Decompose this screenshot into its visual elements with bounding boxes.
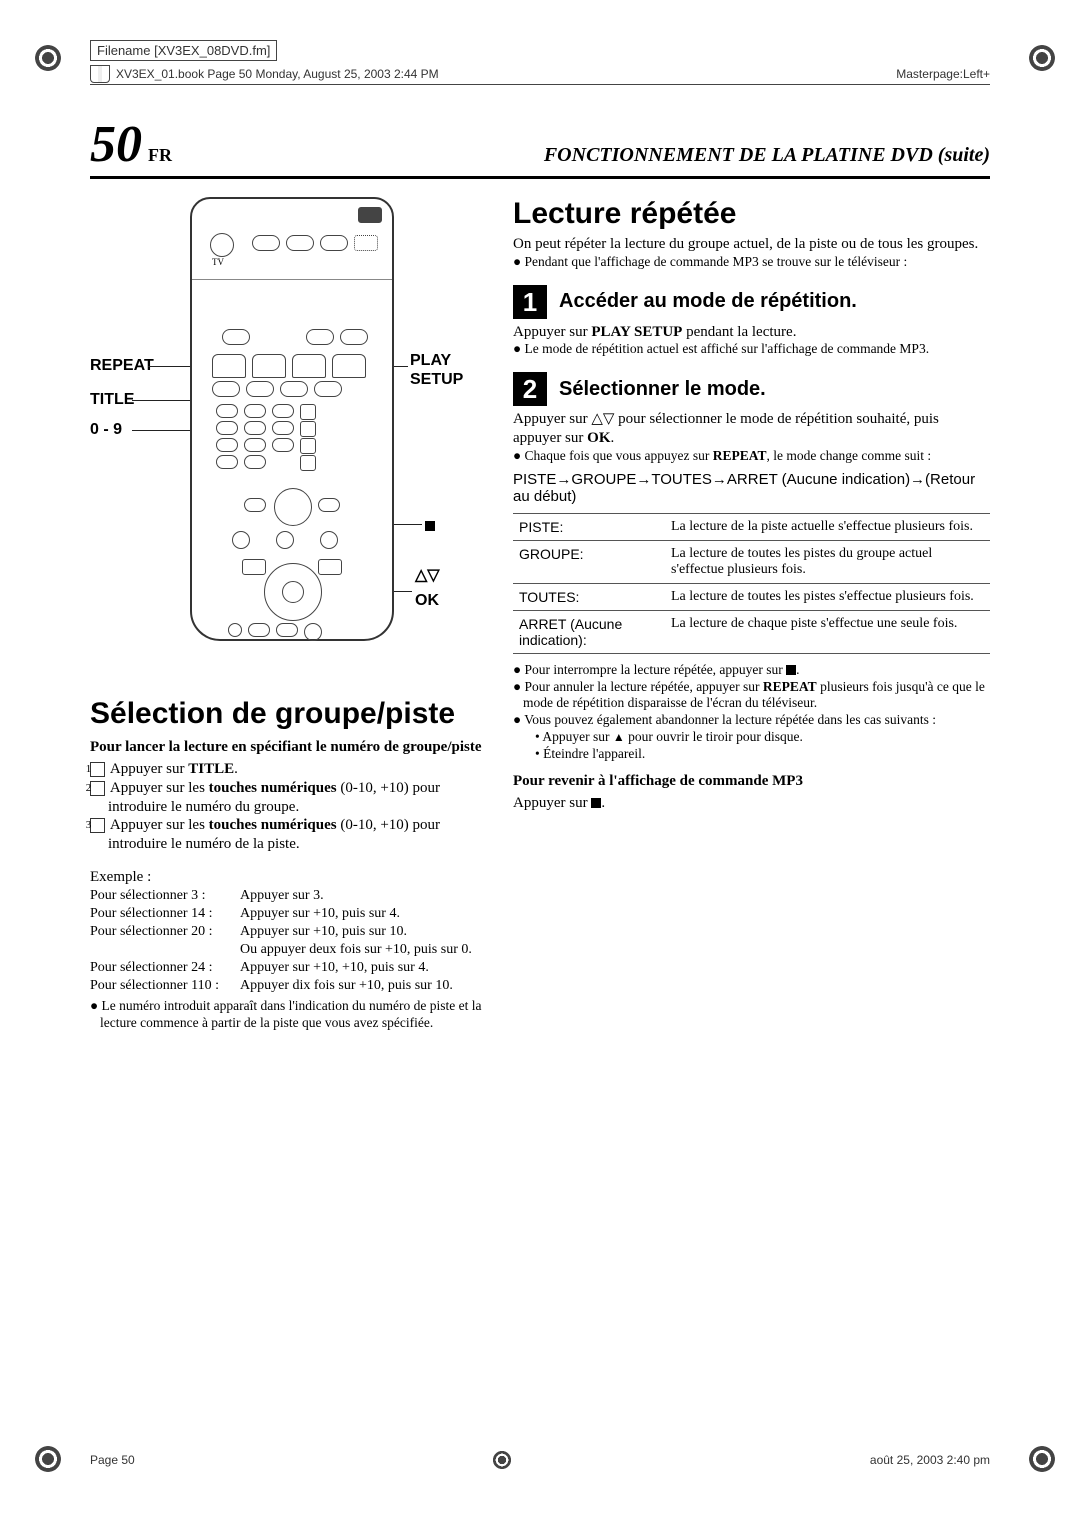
masterpage-label: Masterpage:Left+	[896, 67, 990, 81]
crop-mark-icon	[1029, 1446, 1055, 1478]
book-icon	[90, 65, 110, 83]
step-number-icon: 2	[513, 372, 547, 406]
table-row: GROUPE:La lecture de toutes les pistes d…	[513, 540, 990, 583]
return-heading: Pour revenir à l'affichage de commande M…	[513, 773, 990, 790]
example-row: Pour sélectionner 20 :Appuyer sur +10, p…	[90, 923, 495, 941]
crop-mark-icon	[35, 1446, 61, 1478]
book-info: XV3EX_01.book Page 50 Monday, August 25,…	[116, 67, 439, 81]
btn-icon	[212, 354, 246, 378]
crop-mark-icon	[35, 45, 61, 77]
label-arrows: △▽	[415, 565, 440, 585]
post-note-1: ● Pour interrompre la lecture répétée, a…	[513, 662, 990, 679]
label-nums: 0 - 9	[90, 421, 122, 439]
step-2: 2 Appuyer sur les touches numériques (0-…	[90, 779, 495, 817]
btn-icon	[276, 531, 294, 549]
right-heading: Lecture répétée	[513, 197, 990, 231]
example-row: Pour sélectionner 24 :Appuyer sur +10, +…	[90, 959, 495, 977]
btn-icon	[212, 381, 240, 397]
right-column: Lecture répétée On peut répéter la lectu…	[513, 197, 990, 1031]
step-2-title: Sélectionner le mode.	[559, 378, 766, 401]
table-row: PISTE:La lecture de la piste actuelle s'…	[513, 513, 990, 540]
example-row: Pour sélectionner 3 :Appuyer sur 3.	[90, 887, 495, 905]
label-ok: OK	[415, 592, 439, 610]
post-note-3b: • Éteindre l'appareil.	[513, 746, 990, 763]
btn-icon	[314, 381, 342, 397]
power-icon	[358, 207, 382, 228]
tv-button-icon	[210, 233, 234, 257]
btn-icon	[286, 235, 314, 251]
filename-box: Filename [XV3EX_08DVD.fm]	[90, 40, 277, 61]
btn-icon	[340, 329, 368, 345]
remote-outline: TV	[190, 197, 394, 641]
page-number: 50	[90, 115, 142, 174]
page-title-row: 50 FR FONCTIONNEMENT DE LA PLATINE DVD (…	[90, 115, 990, 179]
step-1: 1 Appuyer sur TITLE.	[90, 760, 495, 779]
step-3: 3 Appuyer sur les touches numériques (0-…	[90, 816, 495, 854]
btn-icon	[306, 329, 334, 345]
btn-icon	[252, 354, 286, 378]
btn-icon	[246, 381, 274, 397]
example-row: Ou appuyer deux fois sur +10, puis sur 0…	[90, 941, 495, 959]
label-setup: SETUP	[410, 371, 463, 389]
table-row: TOUTES:La lecture de toutes les pistes s…	[513, 583, 990, 610]
lang-code: FR	[148, 145, 172, 166]
left-column: REPEAT TITLE 0 - 9 PLAY SETUP △▽ OK	[90, 197, 495, 1031]
btn-icon	[280, 381, 308, 397]
label-stop	[425, 517, 435, 535]
post-note-3: ● Vous pouvez également abandonner la le…	[513, 712, 990, 729]
remote-diagram: REPEAT TITLE 0 - 9 PLAY SETUP △▽ OK	[90, 197, 495, 677]
section-heading: FONCTIONNEMENT DE LA PLATINE DVD (suite)	[544, 144, 990, 167]
return-body: Appuyer sur .	[513, 794, 990, 813]
footer-date: août 25, 2003 2:40 pm	[870, 1453, 990, 1467]
btn-icon	[354, 235, 378, 251]
right-intro-bullet: ● Pendant que l'affichage de commande MP…	[513, 254, 990, 271]
table-row: ARRET (Aucune indication):La lecture de …	[513, 610, 990, 653]
play-cluster-icon	[252, 484, 332, 528]
example-row: Pour sélectionner 14 :Appuyer sur +10, p…	[90, 905, 495, 923]
example-row: Pour sélectionner 110 :Appuyer dix fois …	[90, 977, 495, 995]
left-heading: Sélection de groupe/piste	[90, 697, 495, 731]
example-grid: Pour sélectionner 3 :Appuyer sur 3. Pour…	[90, 887, 495, 996]
label-title: TITLE	[90, 391, 134, 409]
btn-icon	[320, 235, 348, 251]
mode-sequence: PISTE→GROUPE→TOUTES→ARRET (Aucune indica…	[513, 471, 990, 505]
btn-icon	[320, 531, 338, 549]
left-note: ● Le numéro introduit apparaît dans l'in…	[90, 998, 495, 1032]
step-number-icon: 1	[513, 285, 547, 319]
left-subhead: Pour lancer la lecture en spécifiant le …	[90, 739, 495, 756]
post-note-3a: • Appuyer sur ▲ pour ouvrir le tiroir po…	[513, 729, 990, 746]
step-2-row: 2 Sélectionner le mode.	[513, 372, 990, 406]
step-1-body: Appuyer sur PLAY SETUP pendant la lectur…	[513, 323, 990, 342]
post-note-2: ● Pour annuler la lecture répétée, appuy…	[513, 679, 990, 713]
footer: Page 50 août 25, 2003 2:40 pm	[90, 1447, 990, 1473]
btn-icon	[332, 354, 366, 378]
modes-table: PISTE:La lecture de la piste actuelle s'…	[513, 513, 990, 654]
step-1-row: 1 Accéder au mode de répétition.	[513, 285, 990, 319]
nav-ring-icon	[252, 557, 332, 621]
right-intro: On peut répéter la lecture du groupe act…	[513, 235, 990, 254]
step-2-body: Appuyer sur △▽ pour sélectionner le mode…	[513, 410, 990, 448]
step-1-bullet: ● Le mode de répétition actuel est affic…	[513, 341, 990, 358]
tv-label: TV	[212, 257, 224, 267]
btn-icon	[232, 531, 250, 549]
footer-page: Page 50	[90, 1453, 135, 1467]
step-1-title: Accéder au mode de répétition.	[559, 290, 857, 313]
crop-mark-icon	[1029, 45, 1055, 77]
page: Filename [XV3EX_08DVD.fm] XV3EX_01.book …	[0, 0, 1080, 1528]
header-row: XV3EX_01.book Page 50 Monday, August 25,…	[90, 65, 990, 85]
columns: REPEAT TITLE 0 - 9 PLAY SETUP △▽ OK	[90, 197, 990, 1031]
btn-icon	[292, 354, 326, 378]
btn-icon	[222, 329, 250, 345]
step-2-bullet: ● Chaque fois que vous appuyez sur REPEA…	[513, 448, 990, 465]
label-play: PLAY	[410, 352, 451, 370]
label-repeat: REPEAT	[90, 357, 154, 375]
crop-mark-icon	[493, 1451, 511, 1469]
example-label: Exemple :	[90, 868, 495, 887]
btn-icon	[252, 235, 280, 251]
